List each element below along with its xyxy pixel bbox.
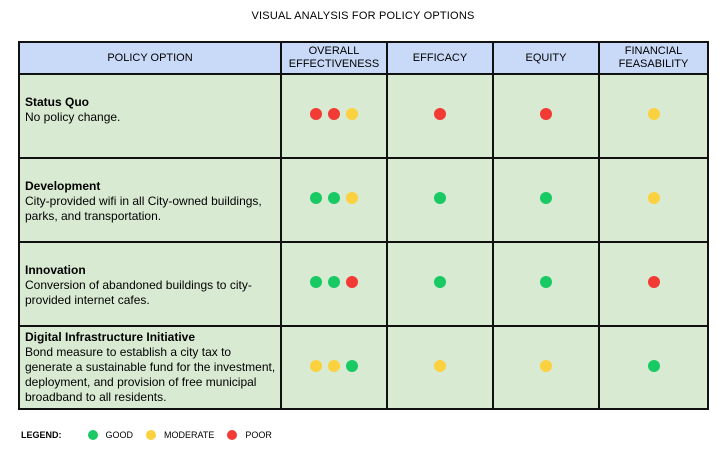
moderate-dot-icon [647, 108, 660, 120]
policy-matrix-table: POLICY OPTION OVERALL EFFECTIVENESS EFFI… [18, 41, 709, 410]
equity-cell [492, 73, 600, 159]
rating-dots [647, 359, 660, 372]
policy-name: Status Quo [25, 95, 90, 109]
poor-dot-icon [647, 276, 660, 288]
rating-dots [540, 276, 552, 288]
good-dot-icon [540, 276, 552, 288]
moderate-dot-icon [434, 359, 446, 372]
good-dot-icon [328, 192, 340, 204]
policy-option-cell: Digital Infrastructure Initiative Bond m… [18, 325, 282, 410]
rating-dots [540, 192, 552, 204]
rating-dots [434, 192, 446, 204]
policy-name: Innovation [25, 263, 86, 277]
efficacy-cell [386, 325, 494, 410]
good-dot-icon [310, 192, 322, 204]
rating-dots [647, 108, 660, 120]
financial-feasability-cell [598, 241, 709, 327]
rating-dots [310, 359, 358, 372]
rating-dots [540, 359, 552, 372]
rating-dots [540, 108, 552, 120]
financial-feasability-cell [598, 325, 709, 410]
good-dot-icon [310, 276, 322, 288]
legend-label: POOR [245, 430, 272, 440]
poor-dot-icon [434, 108, 446, 120]
header-overall-effectiveness: OVERALL EFFECTIVENESS [280, 41, 388, 75]
header-policy-option: POLICY OPTION [18, 41, 282, 75]
legend-item-good: GOOD [87, 430, 134, 440]
table-row: Development City-provided wifi in all Ci… [18, 157, 709, 243]
good-dot-icon [647, 359, 660, 372]
legend-label: MODERATE [164, 430, 215, 440]
table-row: Digital Infrastructure Initiative Bond m… [18, 325, 709, 410]
rating-dots [310, 108, 358, 120]
header-row: POLICY OPTION OVERALL EFFECTIVENESS EFFI… [18, 41, 709, 75]
poor-dot-icon [328, 108, 340, 120]
rating-dots [647, 192, 660, 204]
moderate-dot-icon [346, 192, 358, 204]
financial-feasability-cell [598, 73, 709, 159]
header-financial-feasability: FINANCIAL FEASABILITY [598, 41, 709, 75]
header-equity: EQUITY [492, 41, 600, 75]
financial-feasability-cell [598, 157, 709, 243]
moderate-dot-icon [647, 192, 660, 204]
overall-effectiveness-cell [280, 157, 388, 243]
poor-dot-icon [227, 430, 238, 440]
legend-label: GOOD [105, 430, 134, 440]
policy-description: No policy change. [25, 110, 121, 124]
legend-title: LEGEND: [21, 430, 62, 440]
poor-dot-icon [346, 276, 358, 288]
equity-cell [492, 157, 600, 243]
poor-dot-icon [540, 108, 552, 120]
rating-dots [647, 276, 660, 288]
rating-dots [310, 276, 358, 288]
policy-description: Bond measure to establish a city tax to … [25, 345, 276, 404]
good-dot-icon [434, 192, 446, 204]
legend-item-moderate: MODERATE [146, 430, 214, 440]
efficacy-cell [386, 157, 494, 243]
moderate-dot-icon [328, 359, 340, 372]
overall-effectiveness-cell [280, 241, 388, 327]
poor-dot-icon [310, 108, 322, 120]
moderate-dot-icon [146, 430, 157, 440]
moderate-dot-icon [310, 359, 322, 372]
rating-dots [310, 192, 358, 204]
policy-option-cell: Innovation Conversion of abandoned build… [18, 241, 282, 327]
equity-cell [492, 241, 600, 327]
rating-dots [434, 359, 446, 372]
good-dot-icon [434, 276, 446, 288]
moderate-dot-icon [540, 359, 552, 372]
rating-dots [434, 108, 446, 120]
legend-item-poor: POOR [227, 430, 272, 440]
efficacy-cell [386, 241, 494, 327]
policy-name: Digital Infrastructure Initiative [25, 330, 196, 344]
table-row: Innovation Conversion of abandoned build… [18, 241, 709, 327]
overall-effectiveness-cell [280, 73, 388, 159]
policy-option-cell: Development City-provided wifi in all Ci… [18, 157, 282, 243]
policy-description: Conversion of abandoned buildings to cit… [25, 278, 252, 307]
good-dot-icon [346, 359, 358, 372]
overall-effectiveness-cell [280, 325, 388, 410]
policy-description: City-provided wifi in all City-owned bui… [25, 194, 262, 223]
good-dot-icon [87, 430, 98, 440]
equity-cell [492, 325, 600, 410]
legend: LEGEND: GOOD MODERATE POOR [21, 430, 285, 440]
efficacy-cell [386, 73, 494, 159]
rating-dots [434, 276, 446, 288]
header-efficacy: EFFICACY [386, 41, 494, 75]
policy-name: Development [25, 179, 101, 193]
policy-option-cell: Status Quo No policy change. [18, 73, 282, 159]
good-dot-icon [328, 276, 340, 288]
table-row: Status Quo No policy change. [18, 73, 709, 159]
good-dot-icon [540, 192, 552, 204]
page-title: VISUAL ANALYSIS FOR POLICY OPTIONS [251, 10, 475, 22]
moderate-dot-icon [346, 108, 358, 120]
